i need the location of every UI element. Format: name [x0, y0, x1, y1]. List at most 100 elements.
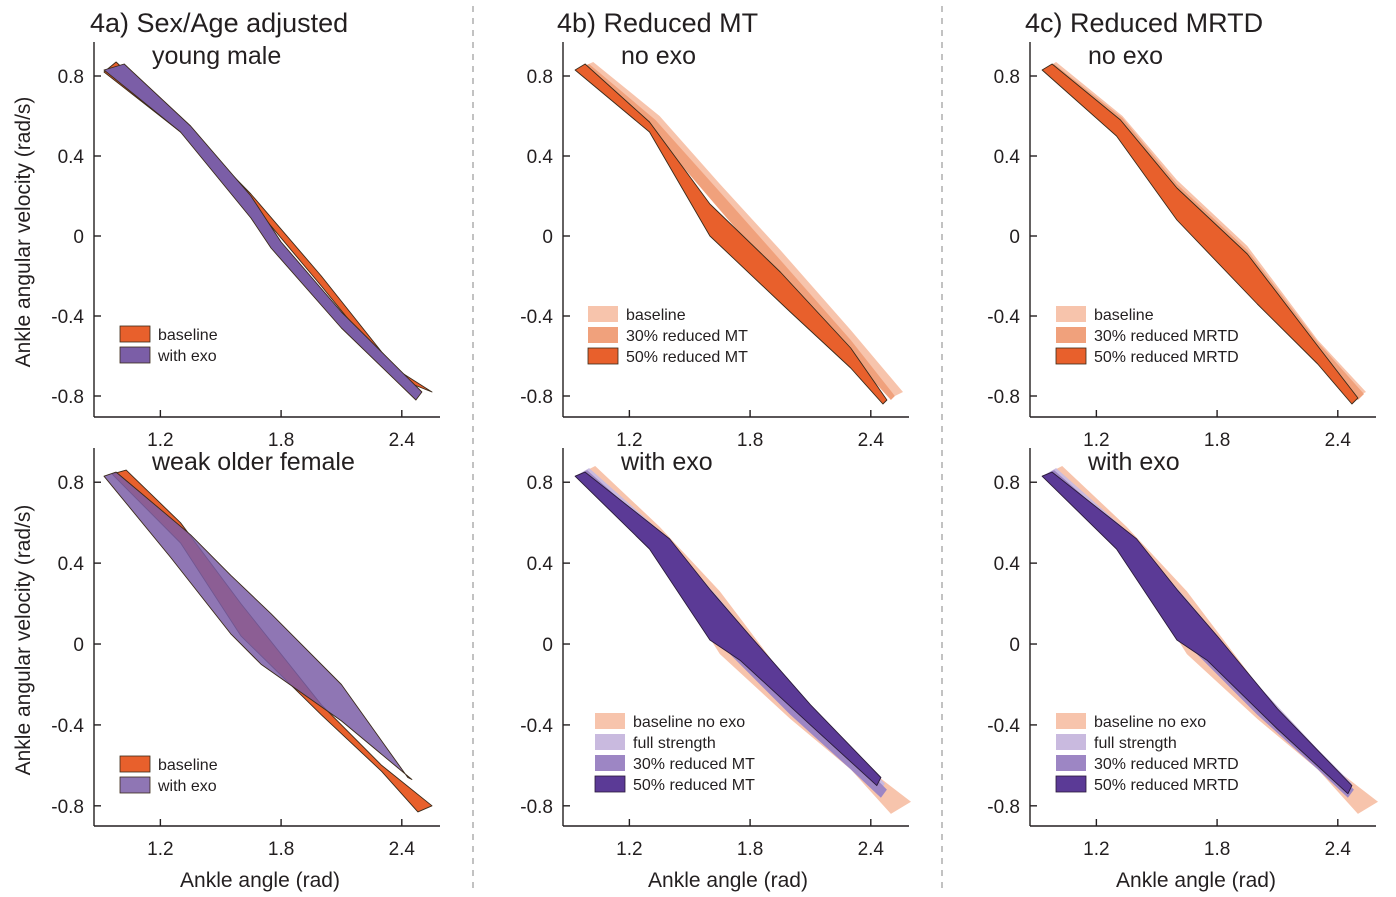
legend-swatch	[1056, 755, 1086, 771]
y-tick-label: -0.4	[987, 307, 1020, 328]
x-tick-label: 2.4	[1325, 839, 1352, 860]
legend-label: with exo	[157, 348, 217, 365]
x-tick-label: 1.2	[147, 430, 173, 451]
y-tick-label: 0	[542, 227, 553, 248]
legend-label: 30% reduced MT	[633, 756, 755, 773]
legend-swatch	[1056, 327, 1086, 343]
y-tick-label: -0.8	[51, 387, 84, 408]
y-tick-label: 0	[73, 227, 84, 248]
legend-swatch	[119, 755, 151, 773]
y-tick-label: -0.4	[51, 307, 84, 328]
legend-label: 50% reduced MT	[633, 777, 755, 794]
y-tick-label: 0.8	[58, 473, 84, 494]
legend-swatch	[1056, 713, 1086, 729]
y-tick-label: 0	[542, 635, 553, 656]
y-tick-label: 0.8	[527, 473, 553, 494]
x-axis-label-a: Ankle angle (rad)	[180, 869, 340, 892]
y-tick-label: 0	[73, 635, 84, 656]
panel-3: 0.8 0.4 0 -0.4 -0.8 1.2 1.8 2.4 no exo baseline 30…	[987, 42, 1376, 451]
y-tick-label: 0.4	[527, 554, 554, 575]
y-axis-label-bottom: Ankle angular velocity (rad/s)	[12, 505, 35, 776]
y-tick-label: 0.8	[527, 67, 553, 88]
y-tick-label: 0.8	[58, 67, 84, 88]
legend-label: 30% reduced MRTD	[1094, 328, 1239, 345]
band-50-reduced-mrtd	[1041, 471, 1353, 795]
column-title-b: 4b) Reduced MT	[557, 8, 758, 38]
panel-title: no exo	[621, 42, 696, 70]
y-tick-label: -0.8	[987, 387, 1020, 408]
legend-label: full strength	[633, 735, 716, 752]
y-tick-label: -0.4	[51, 716, 84, 737]
legend-label: baseline	[158, 327, 218, 344]
x-tick-label: 2.4	[389, 839, 416, 860]
panel-6: 0.8 0.4 0 -0.4 -0.8 1.2 1.8 2.4 with exo baseline…	[987, 448, 1378, 860]
band-50-reduced-mt	[574, 471, 882, 787]
legend-swatch	[594, 775, 626, 793]
legend-swatch	[1056, 734, 1086, 750]
x-axis-label-b: Ankle angle (rad)	[648, 869, 808, 892]
y-tick-label: 0.4	[994, 554, 1021, 575]
panel-title: with exo	[620, 448, 713, 476]
legend-label: baseline no exo	[1094, 714, 1206, 731]
x-tick-label: 1.2	[147, 839, 173, 860]
panel-title: weak older female	[151, 448, 355, 476]
legend-label: 30% reduced MRTD	[1094, 756, 1239, 773]
x-tick-label: 1.8	[1204, 430, 1230, 451]
legend-label: baseline	[1094, 307, 1154, 324]
legend-swatch	[595, 734, 625, 750]
column-title-c: 4c) Reduced MRTD	[1025, 8, 1263, 38]
legend-label: baseline no exo	[633, 714, 745, 731]
y-tick-label: 0.4	[58, 554, 85, 575]
y-tick-label: 0.8	[994, 67, 1020, 88]
panel-1: 0.8 0.4 0 -0.4 -0.8 1.2 1.8 2.4 young male baseli…	[51, 42, 440, 451]
band-with-exo	[103, 471, 413, 780]
y-tick-label: -0.4	[987, 716, 1020, 737]
legend-label: 50% reduced MRTD	[1094, 349, 1239, 366]
panel-title: no exo	[1088, 42, 1163, 70]
panels: 0.8 0.4 0 -0.4 -0.8 1.2 1.8 2.4 young male baseli…	[51, 42, 1378, 860]
x-tick-label: 1.2	[616, 839, 642, 860]
legend-label: full strength	[1094, 735, 1177, 752]
y-tick-label: 0	[1009, 227, 1020, 248]
x-tick-label: 1.2	[616, 430, 642, 451]
x-tick-label: 2.4	[858, 839, 885, 860]
legend-swatch	[1056, 306, 1086, 322]
y-tick-label: 0.4	[527, 147, 554, 168]
panel-5: 0.8 0.4 0 -0.4 -0.8 1.2 1.8 2.4 with exo baseline…	[520, 448, 911, 860]
band-50-reduced-mt	[574, 63, 888, 405]
y-tick-label: -0.8	[987, 797, 1020, 818]
x-tick-label: 1.8	[268, 839, 294, 860]
panel-title: with exo	[1087, 448, 1180, 476]
x-tick-label: 1.8	[737, 839, 763, 860]
x-tick-label: 1.8	[1204, 839, 1230, 860]
x-tick-label: 1.8	[268, 430, 294, 451]
y-tick-label: -0.8	[51, 797, 84, 818]
legend-swatch	[1055, 347, 1087, 365]
y-axis-label-top: Ankle angular velocity (rad/s)	[12, 97, 35, 368]
y-tick-label: 0	[1009, 635, 1020, 656]
x-tick-label: 1.2	[1083, 839, 1109, 860]
legend-label: 30% reduced MT	[626, 328, 748, 345]
y-tick-label: -0.4	[520, 307, 553, 328]
x-tick-label: 1.8	[737, 430, 763, 451]
band-50-reduced-mrtd	[1041, 63, 1359, 405]
legend-label: baseline	[158, 757, 218, 774]
band-with-exo	[103, 63, 423, 401]
legend-label: 50% reduced MT	[626, 349, 748, 366]
panel-2: 0.8 0.4 0 -0.4 -0.8 1.2 1.8 2.4 no exo baseline 30…	[520, 42, 909, 451]
x-tick-label: 1.2	[1083, 430, 1109, 451]
legend-label: with exo	[157, 778, 217, 795]
legend-swatch	[588, 306, 618, 322]
x-tick-label: 2.4	[1325, 430, 1352, 451]
legend-swatch	[595, 713, 625, 729]
legend-swatch	[119, 776, 151, 794]
panel-4: 0.8 0.4 0 -0.4 -0.8 1.2 1.8 2.4 weak older femal…	[51, 448, 440, 860]
y-tick-label: 0.4	[994, 147, 1021, 168]
y-tick-label: 0.4	[58, 147, 85, 168]
legend-swatch	[595, 755, 625, 771]
legend-swatch	[119, 346, 151, 364]
y-tick-label: -0.8	[520, 797, 553, 818]
x-axis-label-c: Ankle angle (rad)	[1116, 869, 1276, 892]
y-tick-label: -0.8	[520, 387, 553, 408]
legend-swatch	[1055, 775, 1087, 793]
